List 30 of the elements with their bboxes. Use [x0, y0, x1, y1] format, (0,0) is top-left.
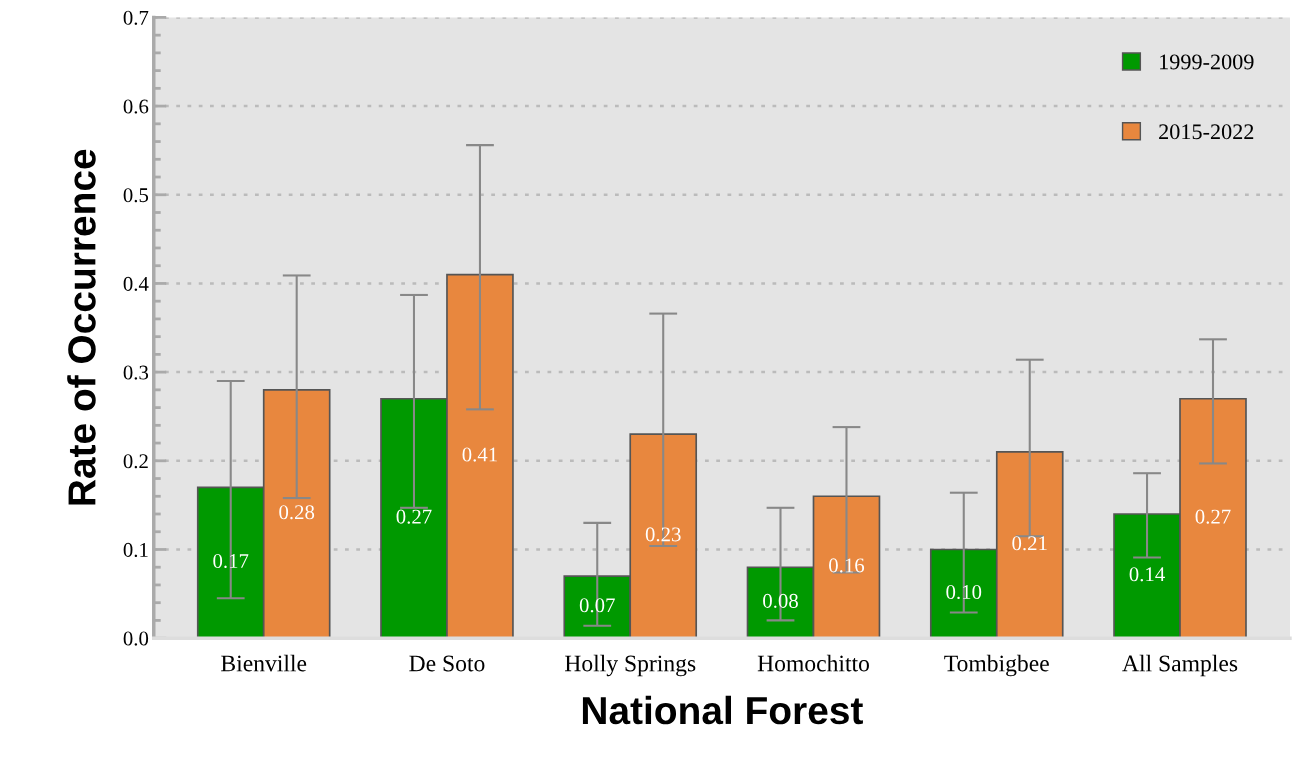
legend-label: 1999-2009	[1160, 54, 1254, 70]
data-label: 0.07	[579, 598, 615, 613]
data-label: 0.27	[1195, 509, 1231, 524]
data-label: 0.28	[279, 505, 315, 520]
y-tick-label: 0.4	[123, 276, 149, 291]
data-label: 0.41	[462, 447, 497, 462]
y-tick-label: 0.2	[123, 454, 148, 469]
y-tick-label: 0.7	[123, 10, 149, 25]
data-label: 0.08	[763, 593, 798, 608]
x-tick-label: Homochitto	[757, 654, 869, 672]
y-tick-label: 0.3	[123, 365, 149, 380]
y-tick-label: 0.6	[123, 99, 149, 114]
y-axis-title: Rate of Occurrence	[67, 149, 96, 505]
y-tick-label: 0.5	[123, 188, 149, 203]
data-label: 0.16	[829, 558, 865, 573]
data-label: 0.17	[213, 553, 249, 569]
legend-label: 2015-2022	[1159, 124, 1254, 140]
y-tick-label: 0.1	[123, 542, 148, 557]
x-tick-label: Holly Springs	[564, 654, 696, 677]
x-axis-title: National Forest	[582, 695, 863, 725]
x-tick-label: Tombigbee	[944, 654, 1049, 677]
x-tick-label: All Samples	[1122, 654, 1238, 677]
y-tick-label: 0.0	[123, 631, 149, 646]
x-tick-label: De Soto	[409, 655, 485, 672]
data-label: 0.10	[946, 584, 982, 600]
x-tick-label: Bienville	[221, 654, 307, 672]
data-label: 0.21	[1012, 536, 1047, 551]
data-label: 0.14	[1129, 567, 1165, 582]
data-label: 0.23	[645, 527, 681, 542]
data-label: 0.27	[396, 509, 432, 524]
